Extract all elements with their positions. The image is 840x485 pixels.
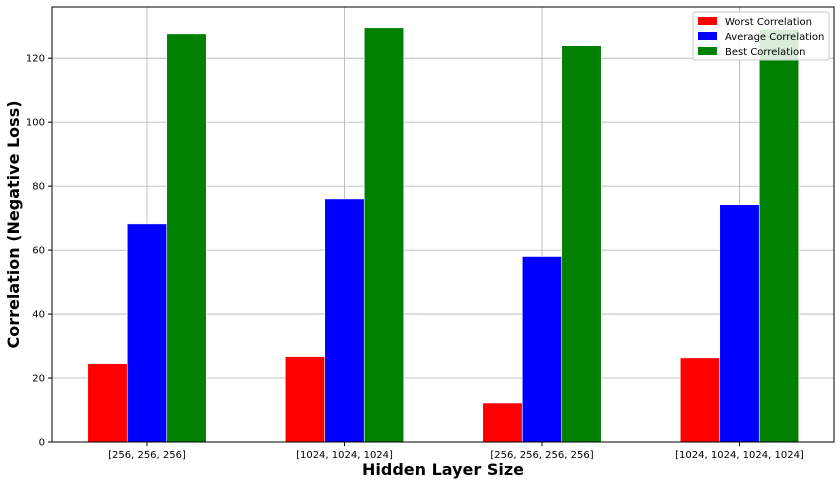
x-tick-label: [1024, 1024, 1024] [296, 450, 393, 461]
bar-average-correlation [719, 204, 760, 443]
bar-average-correlation [324, 198, 365, 443]
y-tick-label: 0 [39, 438, 45, 449]
y-tick-label: 40 [32, 310, 45, 321]
bar-best-correlation [166, 33, 207, 443]
y-tick-label: 100 [26, 118, 45, 129]
bar-worst-correlation [284, 356, 326, 443]
bar-best-correlation [561, 45, 602, 443]
legend: Worst Correlation Average Correlation Best… [692, 11, 830, 61]
legend-swatch [698, 47, 717, 55]
y-tick-label: 120 [26, 54, 45, 65]
bar-worst-correlation [482, 402, 523, 443]
bar-best-correlation [758, 29, 800, 443]
bar-best-correlation [363, 27, 405, 443]
bar-worst-correlation [679, 357, 721, 443]
bar-average-correlation [521, 256, 563, 443]
y-tick-label: 60 [32, 246, 45, 257]
x-axis-label: Hidden Layer Size [362, 460, 524, 479]
y-tick-label: 20 [32, 374, 45, 385]
bars [87, 27, 800, 443]
legend-label: Worst Correlation [725, 17, 812, 28]
x-tick-label: [256, 256, 256, 256] [490, 450, 593, 461]
x-tick-label: [1024, 1024, 1024, 1024] [675, 450, 804, 461]
legend-swatch [698, 32, 717, 40]
legend-box [692, 11, 830, 61]
legend-label: Best Correlation [725, 47, 805, 58]
y-tick-label: 80 [32, 182, 45, 193]
bar-worst-correlation [87, 363, 128, 443]
legend-label: Average Correlation [725, 32, 824, 43]
bar-average-correlation [126, 223, 168, 443]
plot-frame [51, 6, 835, 443]
y-axis-ticks: 0 20 40 60 80 100 120 [26, 54, 52, 449]
x-tick-label: [256, 256, 256] [108, 450, 186, 461]
y-axis-label: Correlation (Negative Loss) [4, 100, 23, 348]
x-axis-ticks: [256, 256, 256] [1024, 1024, 1024] [256, 2… [108, 442, 804, 461]
legend-swatch [698, 17, 717, 25]
